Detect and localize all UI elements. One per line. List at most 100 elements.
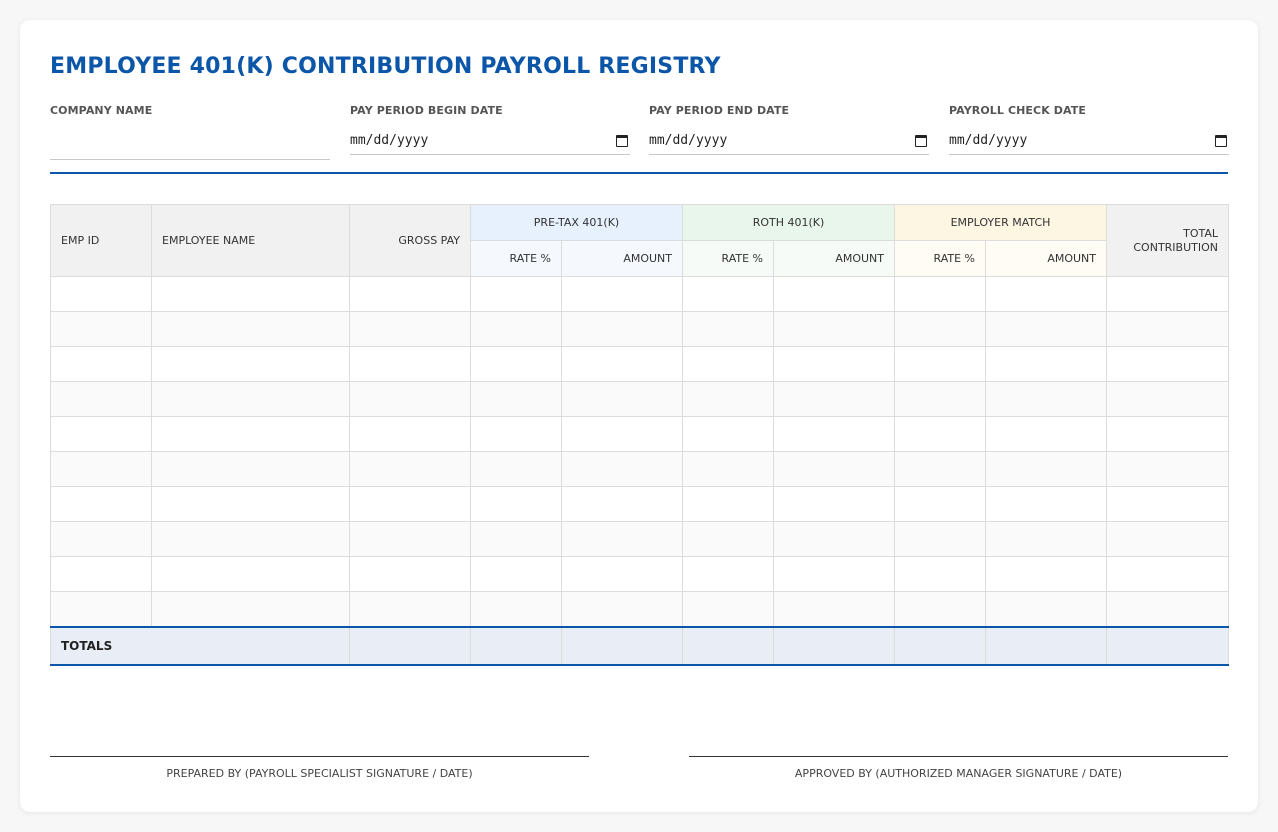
match-amount-cell[interactable] bbox=[985, 276, 1107, 312]
employee-name-cell[interactable] bbox=[151, 311, 350, 347]
pretax-amount-cell[interactable] bbox=[561, 416, 683, 452]
pretax-rate-cell[interactable] bbox=[470, 276, 562, 312]
gross-pay-cell[interactable] bbox=[349, 311, 471, 347]
total-contribution-cell[interactable] bbox=[1106, 381, 1229, 417]
roth-amount-cell[interactable] bbox=[773, 311, 895, 347]
total-contribution-cell[interactable] bbox=[1106, 486, 1229, 522]
employee-name-cell[interactable] bbox=[151, 521, 350, 557]
roth-amount-cell[interactable] bbox=[773, 416, 895, 452]
gross-pay-cell[interactable] bbox=[349, 556, 471, 592]
totals-roth-rate-cell[interactable] bbox=[682, 625, 774, 666]
match-rate-cell[interactable] bbox=[894, 346, 986, 382]
gross-pay-cell[interactable] bbox=[349, 521, 471, 557]
emp-id-cell[interactable] bbox=[50, 486, 152, 522]
match-amount-cell[interactable] bbox=[985, 346, 1107, 382]
emp-id-cell[interactable] bbox=[50, 311, 152, 347]
calendar-icon[interactable] bbox=[1215, 134, 1227, 147]
pretax-amount-cell[interactable] bbox=[561, 311, 683, 347]
company-name-input[interactable] bbox=[50, 139, 330, 160]
pretax-rate-cell[interactable] bbox=[470, 521, 562, 557]
match-amount-cell[interactable] bbox=[985, 486, 1107, 522]
pretax-amount-cell[interactable] bbox=[561, 381, 683, 417]
total-contribution-cell[interactable] bbox=[1106, 311, 1229, 347]
totals-match-amount-cell[interactable] bbox=[985, 625, 1107, 666]
gross-pay-cell[interactable] bbox=[349, 591, 471, 627]
pretax-amount-cell[interactable] bbox=[561, 591, 683, 627]
totals-roth-amount-cell[interactable] bbox=[773, 625, 895, 666]
roth-amount-cell[interactable] bbox=[773, 556, 895, 592]
match-rate-cell[interactable] bbox=[894, 451, 986, 487]
totals-pretax-amount-cell[interactable] bbox=[561, 625, 683, 666]
roth-rate-cell[interactable] bbox=[682, 556, 774, 592]
pretax-rate-cell[interactable] bbox=[470, 556, 562, 592]
gross-pay-cell[interactable] bbox=[349, 451, 471, 487]
employee-name-cell[interactable] bbox=[151, 416, 350, 452]
pretax-amount-cell[interactable] bbox=[561, 451, 683, 487]
roth-rate-cell[interactable] bbox=[682, 311, 774, 347]
employee-name-cell[interactable] bbox=[151, 486, 350, 522]
roth-rate-cell[interactable] bbox=[682, 451, 774, 487]
match-amount-cell[interactable] bbox=[985, 381, 1107, 417]
employee-name-cell[interactable] bbox=[151, 451, 350, 487]
calendar-icon[interactable] bbox=[915, 134, 927, 147]
roth-amount-cell[interactable] bbox=[773, 591, 895, 627]
roth-rate-cell[interactable] bbox=[682, 521, 774, 557]
emp-id-cell[interactable] bbox=[50, 451, 152, 487]
match-rate-cell[interactable] bbox=[894, 381, 986, 417]
roth-amount-cell[interactable] bbox=[773, 346, 895, 382]
match-amount-cell[interactable] bbox=[985, 311, 1107, 347]
roth-amount-cell[interactable] bbox=[773, 381, 895, 417]
total-contribution-cell[interactable] bbox=[1106, 521, 1229, 557]
pretax-rate-cell[interactable] bbox=[470, 591, 562, 627]
pretax-rate-cell[interactable] bbox=[470, 451, 562, 487]
roth-rate-cell[interactable] bbox=[682, 276, 774, 312]
calendar-icon[interactable] bbox=[616, 134, 628, 147]
match-amount-cell[interactable] bbox=[985, 451, 1107, 487]
total-contribution-cell[interactable] bbox=[1106, 591, 1229, 627]
employee-name-cell[interactable] bbox=[151, 381, 350, 417]
roth-rate-cell[interactable] bbox=[682, 346, 774, 382]
gross-pay-cell[interactable] bbox=[349, 346, 471, 382]
gross-pay-cell[interactable] bbox=[349, 276, 471, 312]
pretax-rate-cell[interactable] bbox=[470, 381, 562, 417]
total-contribution-cell[interactable] bbox=[1106, 346, 1229, 382]
match-rate-cell[interactable] bbox=[894, 276, 986, 312]
emp-id-cell[interactable] bbox=[50, 591, 152, 627]
employee-name-cell[interactable] bbox=[151, 346, 350, 382]
total-contribution-cell[interactable] bbox=[1106, 451, 1229, 487]
emp-id-cell[interactable] bbox=[50, 276, 152, 312]
totals-gross-pay-cell[interactable] bbox=[349, 625, 471, 666]
roth-rate-cell[interactable] bbox=[682, 486, 774, 522]
pretax-rate-cell[interactable] bbox=[470, 416, 562, 452]
match-rate-cell[interactable] bbox=[894, 521, 986, 557]
pretax-amount-cell[interactable] bbox=[561, 346, 683, 382]
gross-pay-cell[interactable] bbox=[349, 381, 471, 417]
pretax-rate-cell[interactable] bbox=[470, 311, 562, 347]
match-rate-cell[interactable] bbox=[894, 556, 986, 592]
pretax-rate-cell[interactable] bbox=[470, 486, 562, 522]
total-contribution-cell[interactable] bbox=[1106, 556, 1229, 592]
match-rate-cell[interactable] bbox=[894, 591, 986, 627]
end-date-input[interactable]: mm/dd/yyyy bbox=[649, 129, 929, 155]
pretax-amount-cell[interactable] bbox=[561, 556, 683, 592]
total-contribution-cell[interactable] bbox=[1106, 276, 1229, 312]
roth-rate-cell[interactable] bbox=[682, 591, 774, 627]
totals-contribution-cell[interactable] bbox=[1106, 625, 1229, 666]
pretax-amount-cell[interactable] bbox=[561, 276, 683, 312]
roth-rate-cell[interactable] bbox=[682, 416, 774, 452]
match-amount-cell[interactable] bbox=[985, 556, 1107, 592]
employee-name-cell[interactable] bbox=[151, 591, 350, 627]
roth-amount-cell[interactable] bbox=[773, 486, 895, 522]
begin-date-input[interactable]: mm/dd/yyyy bbox=[350, 129, 630, 155]
check-date-input[interactable]: mm/dd/yyyy bbox=[949, 129, 1229, 155]
roth-amount-cell[interactable] bbox=[773, 276, 895, 312]
gross-pay-cell[interactable] bbox=[349, 416, 471, 452]
match-rate-cell[interactable] bbox=[894, 416, 986, 452]
emp-id-cell[interactable] bbox=[50, 416, 152, 452]
roth-rate-cell[interactable] bbox=[682, 381, 774, 417]
total-contribution-cell[interactable] bbox=[1106, 416, 1229, 452]
match-amount-cell[interactable] bbox=[985, 591, 1107, 627]
emp-id-cell[interactable] bbox=[50, 521, 152, 557]
roth-amount-cell[interactable] bbox=[773, 451, 895, 487]
emp-id-cell[interactable] bbox=[50, 381, 152, 417]
